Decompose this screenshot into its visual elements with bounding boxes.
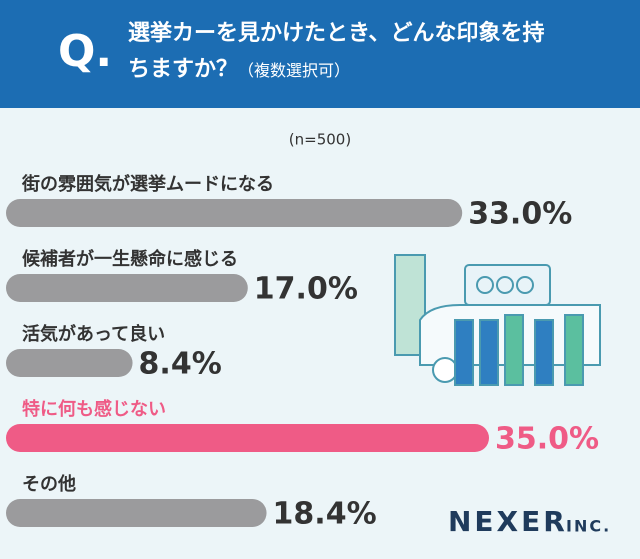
bar (6, 424, 489, 452)
category-label: 活気があって良い (22, 323, 165, 345)
sample-note: (n=500) (289, 131, 351, 149)
subtitle: （複数選択可） (238, 61, 351, 80)
category-label: 候補者が一生懸命に感じる (22, 248, 238, 270)
category-label: 特に何も感じない (22, 398, 166, 420)
value-label: 18.4% (273, 497, 377, 532)
bar (6, 499, 267, 527)
category-label: その他 (22, 473, 76, 495)
header: Q. 選挙カーを見かけたとき、どんな印象を持ちますか？（複数選択可） (0, 0, 640, 108)
title: 選挙カーを見かけたとき、どんな印象を持ちますか？（複数選択可） (128, 16, 548, 89)
brand: NEXER (448, 505, 568, 538)
value-label: 35.0% (495, 422, 599, 457)
value-label: 33.0% (468, 197, 572, 232)
illustration (394, 254, 601, 386)
category-label: 街の雰囲気が選挙ムードになる (21, 173, 274, 195)
value-label: 17.0% (254, 272, 358, 307)
bar (6, 274, 248, 302)
title-text: 選挙カーを見かけたとき、どんな印象を持ちますか？ (128, 21, 545, 82)
brand-suffix: INC. (566, 517, 611, 536)
bar (6, 349, 133, 377)
bar (6, 199, 463, 227)
q-mark: Q. (58, 26, 113, 77)
value-label: 8.4% (139, 347, 222, 382)
